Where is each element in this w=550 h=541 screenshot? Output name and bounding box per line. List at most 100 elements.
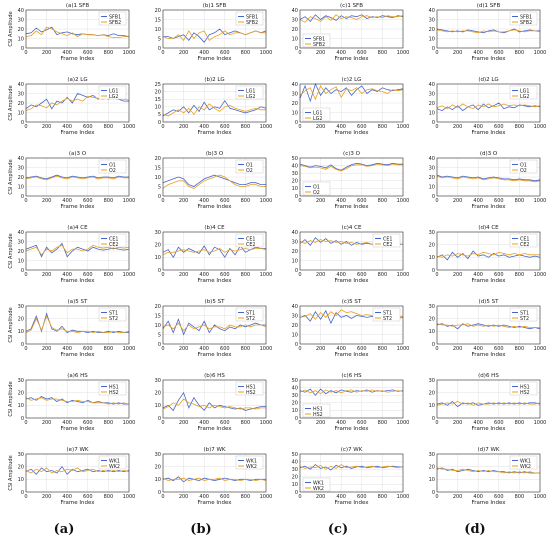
x-tick-label: 600: [83, 50, 93, 56]
y-tick-label: 0: [295, 416, 298, 422]
chart-title: (b)7 WK: [203, 447, 225, 453]
y-tick-label: 20: [155, 304, 161, 310]
plot-frame: [25, 379, 130, 419]
y-tick-label: 10: [155, 477, 161, 483]
x-tick-label: 800: [241, 420, 251, 426]
chart-title: (b)3 O: [206, 151, 224, 157]
x-axis-label: Frame Index: [334, 278, 369, 284]
x-axis-label: Frame Index: [197, 426, 232, 432]
plot-frame: [299, 83, 404, 123]
plot-frame: [162, 231, 267, 271]
y-tick-label: 0: [295, 268, 298, 274]
y-tick-label: 15: [155, 17, 161, 23]
x-axis-label: Frame Index: [60, 56, 95, 62]
x-tick-label: 800: [515, 494, 525, 500]
legend-label: O2: [246, 168, 253, 174]
x-tick-label: 600: [220, 272, 230, 278]
x-tick-label: 600: [357, 346, 367, 352]
plot-frame: [436, 231, 541, 271]
y-tick-label: 0: [432, 416, 435, 422]
plot-frame: [436, 305, 541, 345]
y-tick-label: 10: [155, 323, 161, 329]
series-line: [436, 251, 540, 258]
chart-title: (c)4 CE: [342, 225, 362, 231]
x-tick-label: 0: [298, 124, 301, 130]
chart-panel: (d)7 WK 0 10 20 30 0 200 400 600 800 1000 Frame Ind…: [429, 447, 547, 506]
series-line: [162, 322, 267, 332]
x-tick-label: 600: [494, 346, 504, 352]
x-tick-label: 200: [453, 346, 463, 352]
x-axis-label: Frame Index: [334, 56, 369, 62]
y-tick-label: 40: [292, 8, 298, 14]
series-line: [436, 323, 540, 328]
legend-label: ST1: [246, 310, 255, 316]
y-tick-label: 0: [295, 46, 298, 52]
x-tick-label: 400: [473, 346, 483, 352]
legend-label: LG1: [246, 88, 255, 94]
x-tick-label: 400: [336, 124, 346, 130]
y-tick-label: 20: [155, 156, 161, 162]
x-tick-label: 1000: [397, 494, 410, 500]
legend-label: O1: [313, 184, 320, 190]
x-tick-label: 600: [357, 124, 367, 130]
x-tick-label: 1000: [123, 346, 136, 352]
x-tick-label: 400: [62, 494, 72, 500]
y-tick-label: 20: [18, 27, 24, 33]
x-tick-label: 200: [179, 420, 189, 426]
x-tick-label: 800: [378, 346, 388, 352]
x-tick-label: 400: [199, 198, 209, 204]
y-tick-label: 30: [18, 304, 24, 310]
legend-label: SFB1: [109, 14, 121, 20]
x-tick-label: 1000: [534, 124, 547, 130]
y-tick-label: 20: [292, 179, 298, 185]
y-tick-label: 0: [21, 46, 24, 52]
x-axis-label: Frame Index: [471, 204, 506, 210]
x-tick-label: 1000: [397, 272, 410, 278]
legend-label: CE1: [383, 236, 392, 242]
x-tick-label: 1000: [123, 420, 136, 426]
x-axis-label: Frame Index: [60, 130, 95, 136]
y-tick-label: 20: [155, 8, 161, 14]
y-tick-label: 0: [295, 490, 298, 496]
series-line: [299, 389, 404, 395]
x-axis-label: Frame Index: [471, 352, 506, 358]
series-line: [162, 391, 266, 412]
y-tick-label: 30: [429, 304, 435, 310]
legend-label: SFB2: [520, 20, 532, 26]
chart-title: (c)7 WK: [341, 447, 363, 453]
legend-label: WK1: [109, 458, 120, 464]
x-tick-label: 1000: [123, 198, 136, 204]
x-tick-label: 1000: [260, 198, 273, 204]
y-tick-label: 10: [292, 186, 298, 192]
y-tick-label: 20: [429, 175, 435, 181]
chart-panel: (b)6 HS 0 10 20 30 0 200 400 600 800 1000 Frame Ind…: [155, 373, 273, 432]
x-tick-label: 1000: [534, 198, 547, 204]
series-line: [162, 248, 267, 256]
y-tick-label: 30: [429, 452, 435, 458]
x-axis-label: Frame Index: [197, 352, 232, 358]
series-line: [299, 162, 403, 171]
y-tick-label: 20: [429, 464, 435, 470]
x-tick-label: 1000: [397, 124, 410, 130]
legend-label: LG2: [520, 94, 529, 100]
legend-label: ST2: [520, 316, 529, 322]
plot-frame: [25, 83, 130, 123]
x-tick-label: 600: [83, 272, 93, 278]
x-tick-label: 800: [241, 50, 251, 56]
y-tick-label: 20: [18, 175, 24, 181]
y-tick-label: 10: [155, 403, 161, 409]
y-tick-label: 20: [292, 323, 298, 329]
y-tick-label: 40: [292, 163, 298, 169]
x-tick-label: 200: [316, 420, 326, 426]
y-tick-label: 10: [429, 36, 435, 42]
legend-label: HS1: [313, 406, 323, 412]
y-tick-label: 30: [155, 230, 161, 236]
y-tick-label: 0: [158, 268, 161, 274]
x-tick-label: 1000: [534, 50, 547, 56]
y-axis-label: CSI Amplitude: [8, 11, 14, 46]
x-tick-label: 1000: [397, 50, 410, 56]
x-axis-label: Frame Index: [60, 500, 95, 506]
y-tick-label: 30: [292, 91, 298, 97]
x-tick-label: 400: [473, 198, 483, 204]
